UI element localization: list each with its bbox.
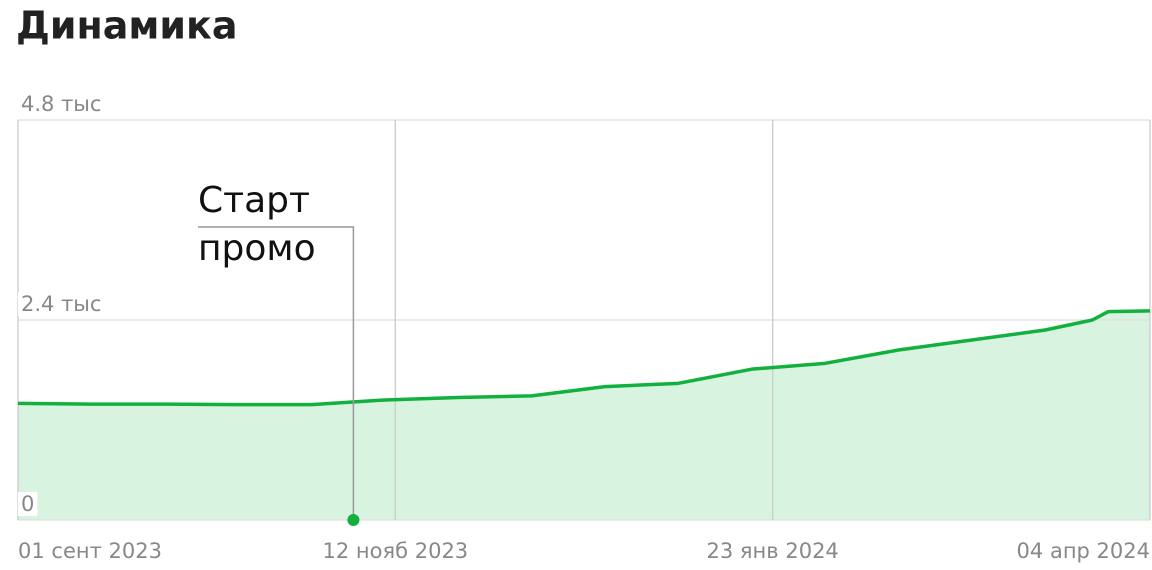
area xyxy=(18,310,1150,520)
y-tick-label: 4.8 тыс xyxy=(21,92,101,116)
y-tick-label: 0 xyxy=(21,492,34,516)
y-tick-label-bg xyxy=(18,292,105,316)
line xyxy=(17,309,1151,407)
y-tick-label: 2.4 тыс xyxy=(21,292,101,316)
x-tick-label: 04 апр 2024 xyxy=(1017,539,1150,563)
annotation-text: промо xyxy=(198,228,316,269)
y-tick-label-bg xyxy=(18,92,105,116)
annotation-text: Старт xyxy=(198,180,310,221)
x-tick-label: 01 сент 2023 xyxy=(18,539,162,563)
x-tick-label: 23 янв 2024 xyxy=(707,539,839,563)
annotation-marker xyxy=(347,514,360,526)
x-tick-label: 12 нояб 2023 xyxy=(322,539,468,563)
annotation-leader xyxy=(198,226,355,520)
y-tick-label-bg xyxy=(18,492,38,516)
chart-title: Динамика xyxy=(16,4,238,48)
